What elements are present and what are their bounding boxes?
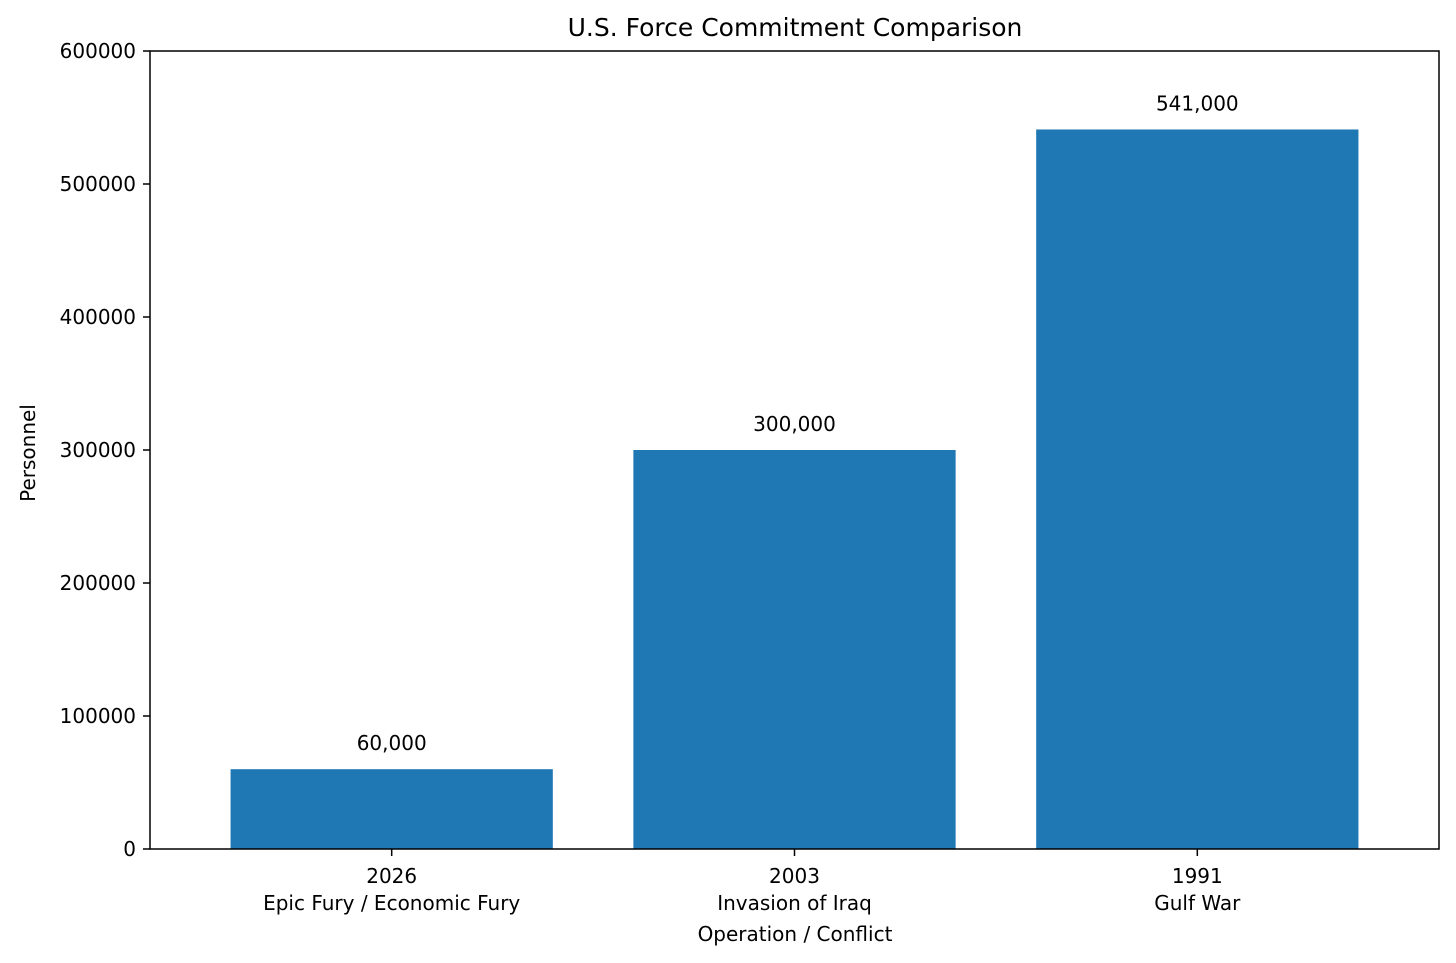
y-tick-label-0: 0	[123, 837, 136, 861]
x-tick-label-1991: 1991 Gulf War	[1154, 864, 1241, 915]
x-tick-label-2003: 2003 Invasion of Iraq	[717, 864, 872, 915]
bar-2026	[230, 769, 553, 849]
y-tick-label-500000: 500000	[60, 172, 136, 196]
x-tick-year: 1991	[1172, 864, 1223, 888]
y-axis-label: Personnel	[16, 404, 40, 502]
y-tick-label-100000: 100000	[60, 704, 136, 728]
data-label-1991: 541,000	[1156, 91, 1239, 115]
y-tick-label-300000: 300000	[60, 438, 136, 462]
x-tick-year: 2026	[366, 864, 417, 888]
data-labels-layer: 60,000 300,000 541,000	[357, 91, 1239, 755]
y-tick-label-200000: 200000	[60, 571, 136, 595]
x-tick-operation-name: Gulf War	[1154, 891, 1241, 915]
bar-2003	[633, 450, 956, 849]
bar-1991	[1036, 129, 1359, 850]
x-tick-year: 2003	[769, 864, 820, 888]
chart-title: U.S. Force Commitment Comparison	[568, 13, 1023, 42]
y-tick-label-600000: 600000	[60, 39, 136, 63]
y-axis-ticks: 0 100000 200000 300000 400000 500000 600000	[60, 39, 150, 861]
x-axis-ticks: 2026 Epic Fury / Economic Fury 2003 Invasio…	[263, 849, 1241, 915]
x-tick-operation-name: Epic Fury / Economic Fury	[263, 891, 520, 915]
y-tick-label-400000: 400000	[60, 305, 136, 329]
x-tick-label-2026: 2026 Epic Fury / Economic Fury	[263, 864, 520, 915]
data-label-2003: 300,000	[753, 412, 836, 436]
x-axis-label: Operation / Conflict	[698, 922, 893, 946]
plot-frame	[149, 50, 1440, 850]
data-label-2026: 60,000	[357, 731, 427, 755]
x-tick-operation-name: Invasion of Iraq	[717, 891, 872, 915]
bars-layer	[230, 129, 1359, 850]
